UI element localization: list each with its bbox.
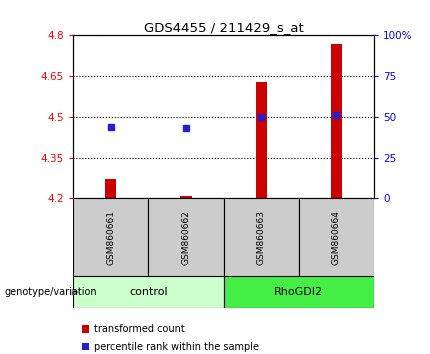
Text: percentile rank within the sample: percentile rank within the sample — [94, 342, 259, 352]
Text: GSM860663: GSM860663 — [257, 210, 266, 265]
Text: genotype/variation: genotype/variation — [4, 287, 97, 297]
Text: GSM860662: GSM860662 — [181, 210, 190, 265]
Bar — [299, 198, 374, 276]
Bar — [224, 276, 374, 308]
Title: GDS4455 / 211429_s_at: GDS4455 / 211429_s_at — [144, 21, 304, 34]
Bar — [73, 276, 224, 308]
Text: GSM860664: GSM860664 — [332, 210, 341, 265]
Text: RhoGDI2: RhoGDI2 — [274, 287, 323, 297]
Bar — [73, 198, 148, 276]
Bar — [255, 81, 267, 198]
Bar — [105, 179, 117, 198]
Text: GSM860661: GSM860661 — [106, 210, 115, 265]
Bar — [180, 195, 192, 198]
Bar — [148, 198, 224, 276]
Text: transformed count: transformed count — [94, 324, 184, 334]
Bar — [331, 44, 342, 198]
Text: control: control — [129, 287, 168, 297]
Bar — [224, 198, 299, 276]
